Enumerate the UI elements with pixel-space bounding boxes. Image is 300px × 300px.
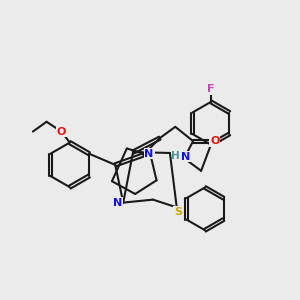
- Text: H: H: [172, 151, 180, 161]
- Text: N: N: [113, 198, 122, 208]
- Text: O: O: [210, 136, 220, 146]
- Text: S: S: [174, 207, 182, 217]
- Text: O: O: [57, 127, 66, 136]
- Text: F: F: [207, 84, 215, 94]
- Text: N: N: [181, 152, 190, 162]
- Text: O: O: [57, 127, 66, 136]
- Text: N: N: [145, 148, 154, 159]
